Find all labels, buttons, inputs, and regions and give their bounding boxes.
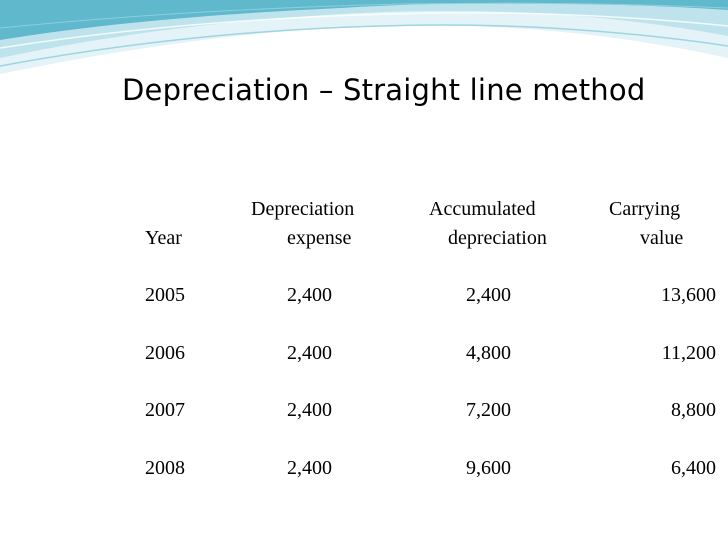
row-accumulated: 2,400	[466, 284, 511, 306]
row-carrying: 8,800	[671, 399, 716, 421]
row-expense: 2,400	[287, 342, 332, 364]
header-carrying-line2: value	[640, 227, 684, 249]
row-accumulated: 9,600	[466, 457, 511, 479]
row-accumulated: 4,800	[466, 342, 511, 364]
wave-banner-decoration	[0, 0, 728, 74]
wave-line-2	[0, 11, 728, 49]
row-year: 2007	[145, 399, 185, 421]
row-carrying: 13,600	[661, 284, 716, 306]
row-expense: 2,400	[287, 399, 332, 421]
header-year: Year	[145, 227, 182, 249]
row-accumulated: 7,200	[466, 399, 511, 421]
row-expense: 2,400	[287, 457, 332, 479]
row-year: 2008	[145, 457, 185, 479]
header-carrying-line1: Carrying	[609, 198, 681, 220]
row-year: 2005	[145, 284, 185, 306]
header-accumulated-line1: Accumulated	[429, 198, 536, 220]
header-depreciation-line1: Depreciation	[251, 198, 355, 220]
row-carrying: 6,400	[671, 457, 716, 479]
header-depreciation-line2: expense	[287, 227, 352, 249]
row-expense: 2,400	[287, 284, 332, 306]
row-carrying: 11,200	[661, 342, 716, 364]
wave-line-1	[0, 24, 728, 67]
slide-title: Depreciation – Straight line method	[122, 73, 646, 107]
wave-dark	[0, 0, 728, 40]
row-year: 2006	[145, 342, 185, 364]
header-accumulated-line2: depreciation	[448, 227, 547, 249]
wave-line-3	[0, 2, 728, 29]
